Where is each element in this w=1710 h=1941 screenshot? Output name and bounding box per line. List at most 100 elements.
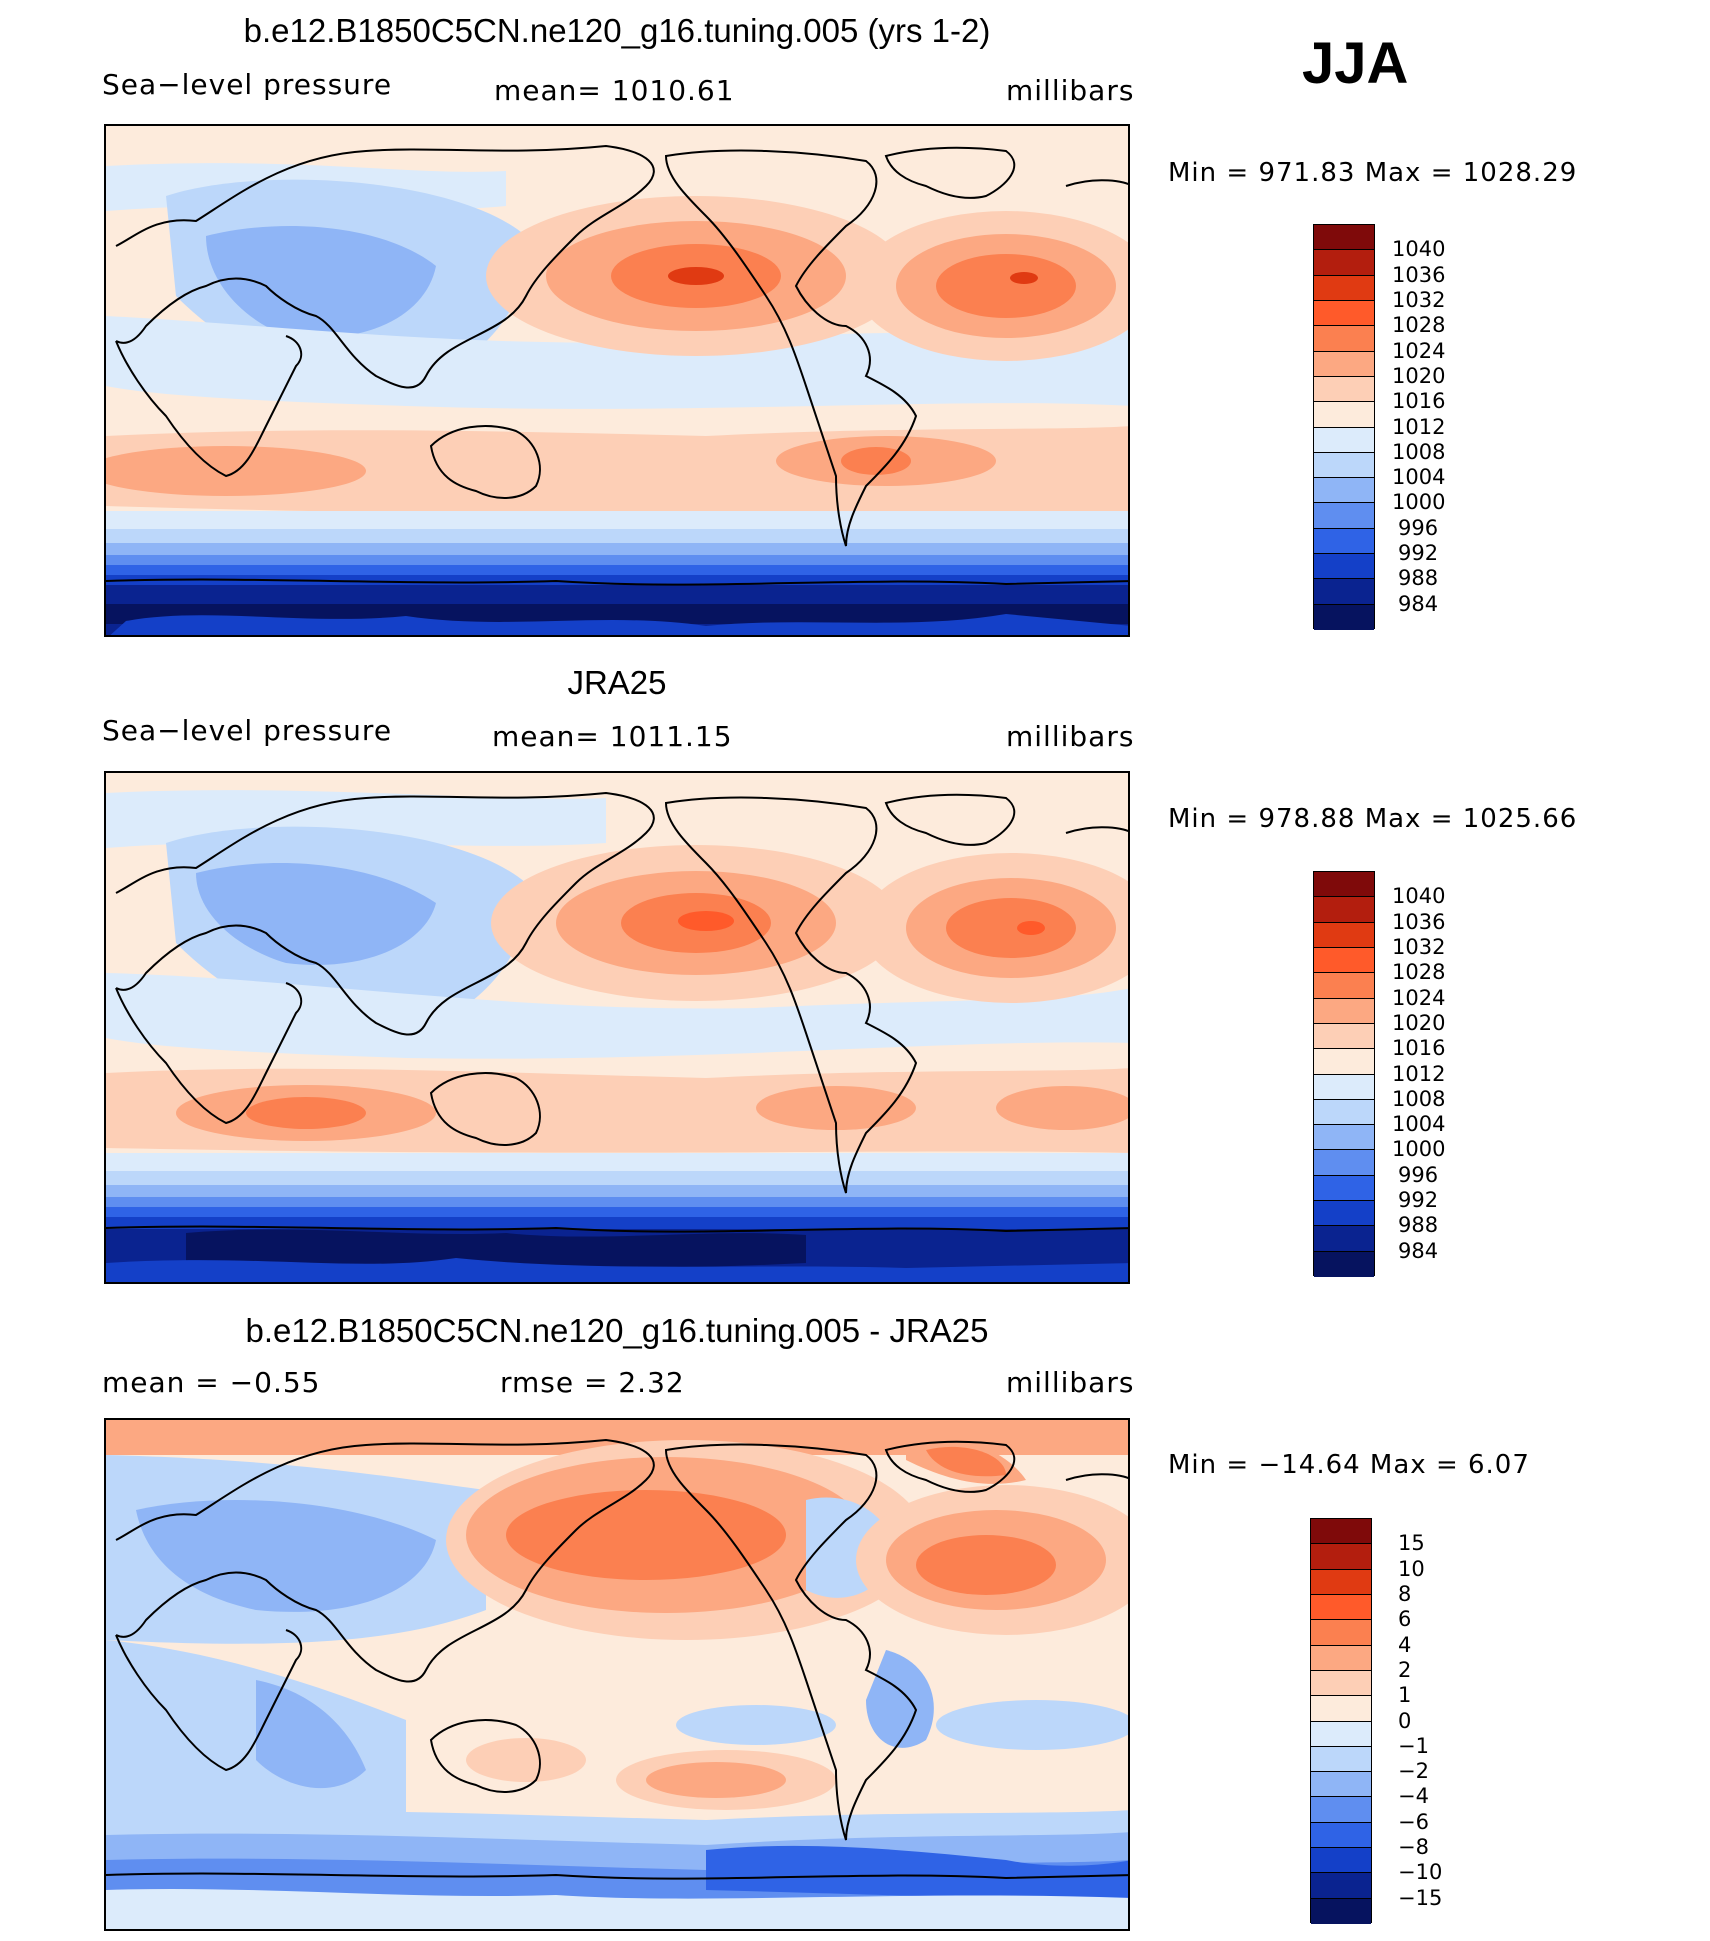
colorbar-tick-label: 1024 bbox=[1392, 985, 1446, 1010]
colorbar-swatch bbox=[1314, 478, 1374, 504]
colorbar-tick-label: 1028 bbox=[1392, 960, 1446, 985]
colorbar-swatch bbox=[1311, 1620, 1371, 1646]
colorbar-swatch bbox=[1314, 1150, 1374, 1176]
colorbar-swatch bbox=[1311, 1519, 1371, 1545]
panel-2-mean-label: mean= 1011.15 bbox=[492, 720, 733, 753]
colorbar-tick-label: 1000 bbox=[1392, 1137, 1446, 1162]
colorbar-tick-label: 10 bbox=[1398, 1556, 1425, 1581]
colorbar-tick-label: 984 bbox=[1398, 591, 1439, 616]
colorbar-tick-label: 1020 bbox=[1392, 363, 1446, 388]
colorbar-swatch bbox=[1314, 1201, 1374, 1227]
colorbar-swatch bbox=[1314, 1099, 1374, 1126]
colorbar-swatch bbox=[1314, 1023, 1374, 1050]
colorbar-swatch bbox=[1314, 947, 1374, 974]
colorbar-tick-label: −4 bbox=[1398, 1784, 1429, 1809]
panel-1-map bbox=[104, 124, 1130, 637]
panel-2-colorbar bbox=[1313, 871, 1375, 1277]
colorbar-swatch bbox=[1314, 604, 1374, 630]
colorbar-tick-label: 1000 bbox=[1392, 490, 1446, 515]
colorbar-tick-label: 1028 bbox=[1392, 313, 1446, 338]
colorbar-swatch bbox=[1314, 579, 1374, 605]
colorbar-tick-label: 1004 bbox=[1392, 465, 1446, 490]
colorbar-tick-label: 996 bbox=[1398, 1162, 1439, 1187]
colorbar-swatch bbox=[1314, 998, 1374, 1024]
colorbar-tick-label: 1016 bbox=[1392, 389, 1446, 414]
colorbar-tick-label: 2 bbox=[1398, 1657, 1412, 1682]
panel-1-variable-label: Sea−level pressure bbox=[102, 68, 393, 101]
colorbar-tick-label: −1 bbox=[1398, 1733, 1429, 1758]
colorbar-tick-label: 996 bbox=[1398, 515, 1439, 540]
panel-1-minmax: Min = 971.83 Max = 1028.29 bbox=[1168, 158, 1578, 188]
colorbar-swatch bbox=[1314, 250, 1374, 276]
colorbar-swatch bbox=[1314, 376, 1374, 403]
panel-3-title: b.e12.B1850C5CN.ne120_g16.tuning.005 - J… bbox=[245, 1312, 989, 1349]
colorbar-swatch bbox=[1314, 872, 1374, 898]
panel-3-rmse-label: rmse = 2.32 bbox=[500, 1366, 685, 1399]
panel-1-mean-label: mean= 1010.61 bbox=[494, 74, 735, 107]
colorbar-swatch bbox=[1314, 1125, 1374, 1151]
colorbar-swatch bbox=[1314, 1251, 1374, 1277]
colorbar-swatch bbox=[1314, 225, 1374, 251]
colorbar-tick-label: 1008 bbox=[1392, 439, 1446, 464]
colorbar-swatch bbox=[1311, 1645, 1371, 1671]
colorbar-swatch bbox=[1314, 326, 1374, 352]
colorbar-swatch bbox=[1311, 1746, 1371, 1773]
colorbar-tick-label: 1012 bbox=[1392, 414, 1446, 439]
colorbar-swatch bbox=[1314, 897, 1374, 923]
colorbar-tick-label: −6 bbox=[1398, 1809, 1429, 1834]
panel-3-colorbar bbox=[1310, 1518, 1372, 1924]
colorbar-tick-label: 8 bbox=[1398, 1581, 1412, 1606]
colorbar-swatch bbox=[1311, 1772, 1371, 1798]
colorbar-swatch bbox=[1314, 452, 1374, 479]
panel-2-map bbox=[104, 771, 1130, 1284]
colorbar-tick-label: −15 bbox=[1398, 1885, 1443, 1910]
panel-2-minmax: Min = 978.88 Max = 1025.66 bbox=[1168, 804, 1578, 834]
colorbar-swatch bbox=[1314, 351, 1374, 377]
colorbar-tick-label: 1036 bbox=[1392, 909, 1446, 934]
colorbar-swatch bbox=[1311, 1696, 1371, 1722]
colorbar-tick-label: 1004 bbox=[1392, 1112, 1446, 1137]
colorbar-tick-label: 988 bbox=[1398, 566, 1439, 591]
colorbar-tick-label: 1040 bbox=[1392, 884, 1446, 909]
colorbar-tick-label: −2 bbox=[1398, 1759, 1429, 1784]
colorbar-swatch bbox=[1314, 1074, 1374, 1100]
colorbar-tick-label: 992 bbox=[1398, 1188, 1439, 1213]
colorbar-swatch bbox=[1314, 1175, 1374, 1202]
panel-1-colorbar bbox=[1313, 224, 1375, 630]
colorbar-tick-label: 984 bbox=[1398, 1238, 1439, 1263]
colorbar-tick-label: 1012 bbox=[1392, 1061, 1446, 1086]
panel-3-minmax: Min = −14.64 Max = 6.07 bbox=[1168, 1450, 1530, 1480]
colorbar-swatch bbox=[1311, 1670, 1371, 1697]
colorbar-swatch bbox=[1314, 503, 1374, 529]
colorbar-tick-label: 1032 bbox=[1392, 287, 1446, 312]
colorbar-tick-label: 1040 bbox=[1392, 237, 1446, 262]
colorbar-swatch bbox=[1311, 1721, 1371, 1747]
colorbar-swatch bbox=[1314, 1049, 1374, 1075]
colorbar-tick-label: 1008 bbox=[1392, 1086, 1446, 1111]
colorbar-tick-label: −10 bbox=[1398, 1860, 1443, 1885]
colorbar-tick-label: 4 bbox=[1398, 1632, 1412, 1657]
colorbar-swatch bbox=[1314, 1226, 1374, 1252]
colorbar-tick-label: 0 bbox=[1398, 1708, 1412, 1733]
panel-2-variable-label: Sea−level pressure bbox=[102, 714, 393, 747]
panel-3-units: millibars bbox=[1006, 1366, 1135, 1399]
colorbar-swatch bbox=[1314, 973, 1374, 999]
colorbar-tick-label: 6 bbox=[1398, 1607, 1412, 1632]
colorbar-tick-label: 992 bbox=[1398, 541, 1439, 566]
panel-3-map bbox=[104, 1418, 1130, 1931]
colorbar-tick-label: 988 bbox=[1398, 1213, 1439, 1238]
colorbar-tick-label: 1024 bbox=[1392, 338, 1446, 363]
colorbar-swatch bbox=[1311, 1594, 1371, 1621]
panel-2-units: millibars bbox=[1006, 720, 1135, 753]
colorbar-swatch bbox=[1314, 528, 1374, 555]
colorbar-tick-label: 1032 bbox=[1392, 934, 1446, 959]
colorbar-swatch bbox=[1314, 275, 1374, 301]
colorbar-tick-label: 1 bbox=[1398, 1683, 1412, 1708]
colorbar-swatch bbox=[1314, 402, 1374, 428]
season-label: JJA bbox=[1302, 31, 1409, 96]
colorbar-swatch bbox=[1314, 922, 1374, 948]
colorbar-tick-label: 1036 bbox=[1392, 262, 1446, 287]
colorbar-swatch bbox=[1311, 1797, 1371, 1823]
colorbar-swatch bbox=[1314, 427, 1374, 453]
panel-1-units: millibars bbox=[1006, 74, 1135, 107]
